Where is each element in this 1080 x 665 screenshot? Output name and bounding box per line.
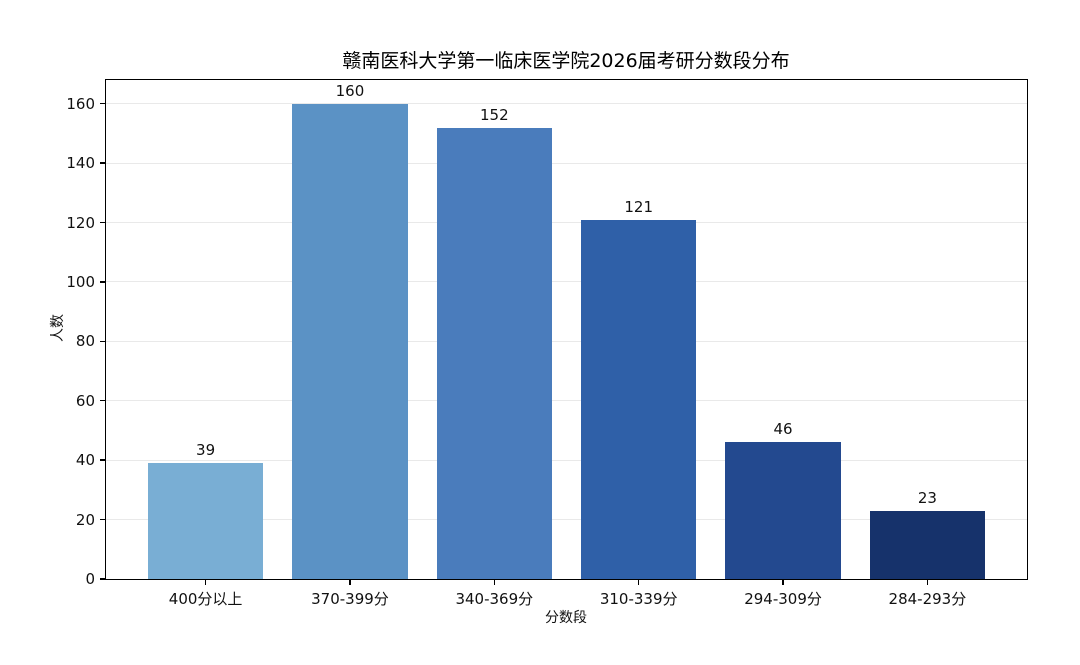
x-tick-mark xyxy=(493,579,495,585)
y-tick-label: 100 xyxy=(66,272,95,291)
y-tick-mark xyxy=(100,103,106,105)
plot-area: 0 20 40 60 80 100 120 140 160 39 400分以上 160 370-399分… xyxy=(66,79,1028,608)
bar xyxy=(580,219,697,579)
gridline xyxy=(106,162,1027,164)
y-tick-label: 0 xyxy=(85,570,95,588)
bar xyxy=(869,510,986,579)
y-tick-label: 160 xyxy=(66,94,95,113)
bar-value-label: 152 xyxy=(479,105,509,124)
bar-value-label: 160 xyxy=(335,81,365,100)
gridline xyxy=(106,519,1027,521)
x-tick-label: 310-339分 xyxy=(599,590,678,608)
y-axis-label: 人数 xyxy=(50,314,66,342)
x-tick-mark xyxy=(926,579,929,585)
bar-value-label: 23 xyxy=(917,488,937,507)
x-tick-mark xyxy=(782,579,784,585)
x-tick-mark xyxy=(637,579,640,585)
gridline xyxy=(106,281,1027,283)
bar xyxy=(292,103,408,579)
y-tick-mark xyxy=(100,281,106,283)
bar xyxy=(436,127,553,579)
x-axis-label: 分数段 xyxy=(545,610,587,626)
y-tick-label: 20 xyxy=(75,510,95,529)
y-tick-mark xyxy=(100,162,106,164)
y-tick-mark xyxy=(100,459,106,461)
y-tick-mark xyxy=(100,340,106,343)
x-tick-label: 400分以上 xyxy=(168,590,243,608)
chart-title: 赣南医科大学第一临床医学院2026届考研分数段分布 xyxy=(342,50,790,72)
y-tick-label: 140 xyxy=(66,154,95,173)
bar-value-label: 121 xyxy=(624,197,653,216)
y-tick-mark xyxy=(100,221,106,224)
y-tick-label: 80 xyxy=(75,332,95,351)
y-tick-label: 60 xyxy=(75,391,95,410)
x-tick-label: 294-309分 xyxy=(744,590,822,608)
x-tick-mark xyxy=(204,579,207,585)
gridline xyxy=(106,400,1027,402)
y-tick-mark xyxy=(100,400,106,402)
x-tick-label: 370-399分 xyxy=(311,590,389,608)
y-tick-label: 120 xyxy=(66,213,95,232)
bar xyxy=(725,442,841,579)
gridline xyxy=(106,103,1027,105)
x-tick-label: 340-369分 xyxy=(455,590,534,608)
y-tick-label: 40 xyxy=(75,451,95,470)
bar-value-label: 46 xyxy=(773,420,793,439)
y-tick-mark xyxy=(100,518,106,521)
gridline xyxy=(106,222,1027,224)
x-tick-label: 284-293分 xyxy=(888,590,967,608)
bar-value-label: 39 xyxy=(196,441,216,460)
gridline xyxy=(106,459,1027,461)
y-tick-mark xyxy=(100,578,106,580)
gridline xyxy=(106,340,1027,342)
x-tick-mark xyxy=(349,579,351,585)
bar xyxy=(147,463,264,579)
